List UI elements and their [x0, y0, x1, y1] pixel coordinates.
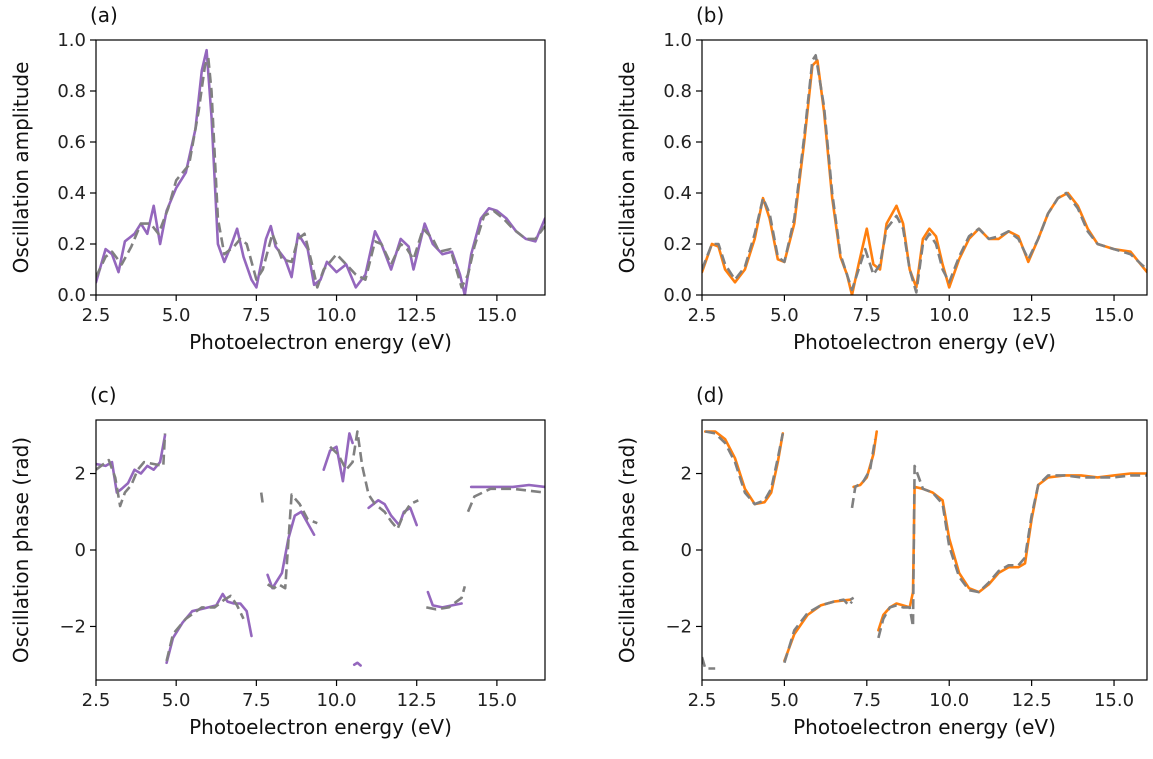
y-tick-label: 0.0 — [57, 285, 86, 306]
y-tick-label: 0.2 — [57, 234, 86, 255]
gray-dashed-series-line-0 — [96, 433, 167, 508]
x-tick-label: 2.5 — [688, 690, 717, 711]
x-tick-label: 7.5 — [852, 305, 881, 326]
x-tick-label: 15.0 — [1094, 690, 1134, 711]
y-tick-label: 0.2 — [663, 234, 692, 255]
x-tick-label: 7.5 — [242, 305, 271, 326]
x-tick-label: 15.0 — [477, 690, 517, 711]
purple-solid-series-line-6 — [469, 483, 545, 489]
x-axis-label: Photoelectron energy (eV) — [793, 330, 1056, 354]
x-tick-label: 15.0 — [477, 305, 517, 326]
x-tick-label: 10.0 — [929, 305, 969, 326]
gray-dashed-series-line-1 — [165, 594, 245, 662]
y-axis-label: Oscillation phase (rad) — [615, 437, 639, 663]
orange-solid-series-line-0 — [702, 59, 1147, 295]
y-tick-label: 0.8 — [57, 81, 86, 102]
x-axis-label: Photoelectron energy (eV) — [189, 330, 452, 354]
panel-1: 2.5 5.0 7.5 10.0 12.5 15.0 0.0 0.2 0.4 0.6 0.8 1.0 P… — [615, 3, 1148, 354]
y-tick-label: 0.0 — [663, 285, 692, 306]
panel-0: 2.5 5.0 7.5 10.0 12.5 15.0 0.0 0.2 0.4 0.6 0.8 1.0 P… — [9, 3, 546, 354]
x-tick-label: 12.5 — [397, 305, 437, 326]
x-tick-label: 5.0 — [162, 305, 191, 326]
purple-solid-series-line-4 — [367, 499, 418, 527]
y-tick-label: 0.6 — [57, 132, 86, 153]
gray-dashed-series-line-2 — [259, 492, 265, 505]
purple-solid-series-line-3 — [322, 432, 354, 483]
gray-dashed-series-line-3 — [266, 493, 318, 590]
x-tick-label: 10.0 — [316, 305, 356, 326]
orange-solid-series-line-3 — [877, 472, 1147, 632]
gray-dashed-series-line-0 — [96, 56, 545, 289]
panel-label: (d) — [696, 383, 724, 407]
gray-dashed-series-line-5 — [426, 585, 467, 611]
gray-dashed-series-line-0 — [702, 656, 716, 670]
y-tick-label: 0.8 — [663, 81, 692, 102]
x-tick-label: 12.5 — [397, 690, 437, 711]
gray-dashed-series-line-0 — [702, 54, 1147, 294]
axes-frame — [701, 419, 1148, 681]
y-tick-label: 0 — [681, 540, 692, 561]
x-axis-label: Photoelectron energy (eV) — [793, 715, 1056, 739]
x-tick-label: 2.5 — [688, 305, 717, 326]
y-tick-label: −2 — [59, 616, 86, 637]
y-tick-label: 0 — [75, 540, 86, 561]
gray-dashed-series-line-3 — [849, 596, 855, 601]
panel-label: (c) — [90, 383, 117, 407]
x-axis-label: Photoelectron energy (eV) — [189, 715, 452, 739]
y-axis-label: Oscillation amplitude — [615, 62, 639, 274]
purple-solid-series-line-0 — [96, 48, 545, 295]
panel-2: 2.5 5.0 7.5 10.0 12.5 15.0 −2 0 2 Photoelectron e… — [9, 383, 546, 739]
x-tick-label: 2.5 — [82, 690, 111, 711]
x-tick-label: 7.5 — [852, 690, 881, 711]
purple-solid-series-line-7 — [352, 661, 362, 667]
panel-label: (b) — [696, 3, 724, 27]
gray-dashed-series-line-1 — [705, 430, 785, 506]
series-group — [96, 430, 545, 667]
series-group — [96, 48, 545, 295]
axes-frame — [701, 39, 1148, 296]
y-tick-label: 2 — [681, 464, 692, 485]
gray-dashed-series-line-4 — [850, 438, 877, 509]
y-tick-label: 2 — [75, 464, 86, 485]
gray-dashed-series-line-2 — [783, 598, 853, 664]
gray-dashed-series-line-4 — [329, 430, 419, 531]
x-tick-label: 7.5 — [242, 690, 271, 711]
panel-3: 2.5 5.0 7.5 10.0 12.5 15.0 −2 0 2 Photoelectron e… — [615, 383, 1148, 739]
gray-dashed-series-line-6 — [466, 487, 545, 513]
y-tick-label: 1.0 — [57, 30, 86, 51]
y-tick-label: −2 — [665, 616, 692, 637]
x-tick-label: 5.0 — [162, 690, 191, 711]
x-tick-label: 10.0 — [316, 690, 356, 711]
x-tick-label: 5.0 — [770, 690, 799, 711]
x-tick-label: 15.0 — [1094, 305, 1134, 326]
y-axis-label: Oscillation phase (rad) — [9, 437, 33, 663]
series-group — [702, 430, 1147, 670]
axes-frame — [95, 39, 546, 296]
y-tick-label: 0.6 — [663, 132, 692, 153]
panel-label: (a) — [90, 3, 118, 27]
purple-solid-series-line-5 — [426, 590, 463, 609]
series-group — [702, 54, 1147, 295]
x-tick-label: 12.5 — [1012, 305, 1052, 326]
gray-dashed-series-line-5 — [877, 464, 1147, 639]
x-tick-label: 10.0 — [929, 690, 969, 711]
y-tick-label: 0.4 — [57, 183, 86, 204]
x-tick-label: 12.5 — [1012, 690, 1052, 711]
purple-solid-series-line-2 — [266, 510, 316, 590]
x-tick-label: 2.5 — [82, 305, 111, 326]
y-axis-label: Oscillation amplitude — [9, 62, 33, 274]
x-tick-label: 5.0 — [770, 305, 799, 326]
y-tick-label: 1.0 — [663, 30, 692, 51]
y-tick-label: 0.4 — [663, 183, 692, 204]
